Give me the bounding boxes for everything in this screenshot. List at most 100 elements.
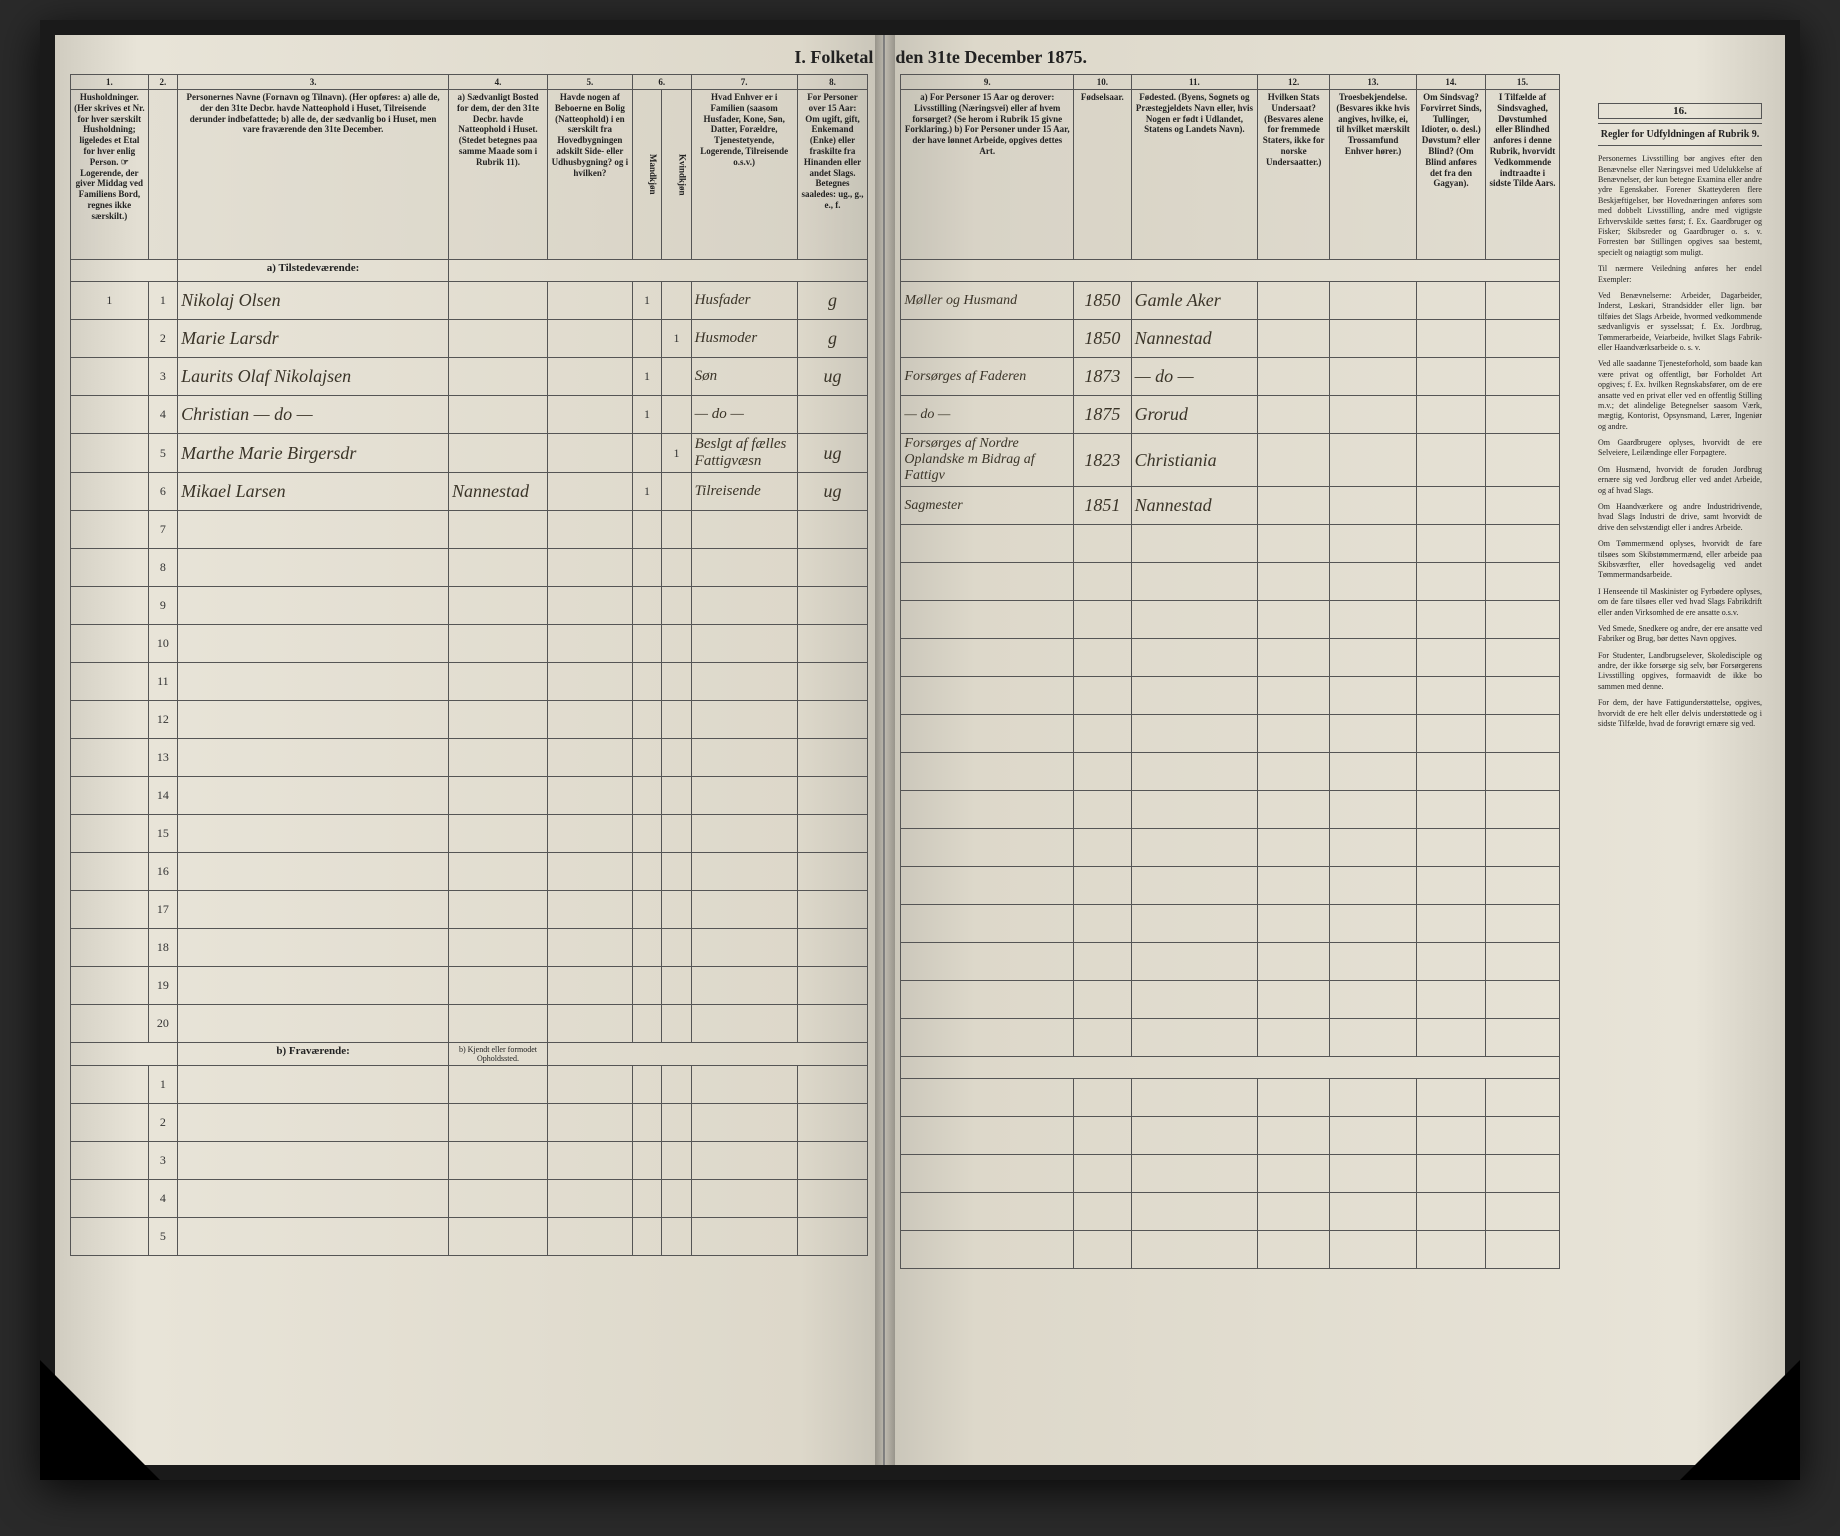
marital: ug	[797, 473, 868, 511]
family-pos: Tilreisende	[691, 473, 797, 511]
col1-num: 1.	[71, 75, 149, 90]
col13-num: 13.	[1330, 75, 1417, 90]
col2-header	[148, 90, 177, 260]
col16-num: 16.	[1598, 103, 1762, 119]
table-row: 15	[71, 815, 868, 853]
marital: ug	[797, 358, 868, 396]
table-row: 18	[71, 929, 868, 967]
table-row: 16	[71, 853, 868, 891]
col9-header: a) For Personer 15 Aar og derover: Livss…	[901, 90, 1074, 260]
col3-num: 3.	[178, 75, 449, 90]
birthplace: Gamle Aker	[1131, 282, 1258, 320]
instructions-title: Regler for Udfyldningen af Rubrik 9.	[1598, 123, 1762, 146]
person-num: 6	[148, 473, 177, 511]
family-pos: Husmoder	[691, 320, 797, 358]
family-pos: — do —	[691, 396, 797, 434]
male: 1	[632, 358, 661, 396]
table-row: 4 Christian — do — 1 — do —	[71, 396, 868, 434]
table-row	[901, 943, 1560, 981]
table-row: 2 Marie Larsdr 1 Husmoder g	[71, 320, 868, 358]
instruction-paragraph: Om Husmænd, hvorvidt de foruden Jordbrug…	[1598, 465, 1762, 496]
table-row	[901, 715, 1560, 753]
table-row	[901, 1155, 1560, 1193]
table-row: 12	[71, 701, 868, 739]
occupation: Forsørges af Nordre Oplandske m Bidrag a…	[901, 434, 1074, 487]
instruction-paragraph: Personernes Livsstilling bør angives eft…	[1598, 154, 1762, 258]
birthplace: — do —	[1131, 358, 1258, 396]
table-row	[901, 1079, 1560, 1117]
absent-label: b) Fraværende:	[178, 1043, 449, 1066]
marital: ug	[797, 434, 868, 473]
col3-header: Personernes Navne (Fornavn og Tilnavn). …	[178, 90, 449, 260]
occupation: — do —	[901, 396, 1074, 434]
col9-num: 9.	[901, 75, 1074, 90]
hh-num	[71, 473, 149, 511]
family-pos: Husfader	[691, 282, 797, 320]
present-section: a) Tilstedeværende:	[71, 260, 868, 282]
table-row: 6 Mikael Larsen Nannestad 1 Tilreisende …	[71, 473, 868, 511]
col-number-row-right: 9. 10. 11. 12. 13. 14. 15.	[901, 75, 1560, 90]
col7-num: 7.	[691, 75, 797, 90]
table-row: 10	[71, 625, 868, 663]
male: 1	[632, 282, 661, 320]
left-table: 1. 2. 3. 4. 5. 6. 7. 8. Husholdninger. (…	[70, 74, 868, 1256]
family-pos: Søn	[691, 358, 797, 396]
table-row: 1	[71, 1066, 868, 1104]
title-left: I. Folketal	[55, 35, 883, 74]
absent-section: b) Fraværende: b) Kjendt eller formodet …	[71, 1043, 868, 1066]
table-row: 5 Marthe Marie Birgersdr 1 Beslgt af fæl…	[71, 434, 868, 473]
table-row: 1 1 Nikolaj Olsen 1 Husfader g	[71, 282, 868, 320]
table-row	[901, 1117, 1560, 1155]
female: 1	[662, 320, 691, 358]
building	[547, 282, 632, 320]
table-row: Møller og Husmand 1850 Gamle Aker	[901, 282, 1560, 320]
table-row: 14	[71, 777, 868, 815]
table-row	[901, 791, 1560, 829]
col5-header: Havde nogen af Beboerne en Bolig (Natteo…	[547, 90, 632, 260]
col15-num: 15.	[1486, 75, 1560, 90]
birth-year: 1823	[1074, 434, 1131, 487]
female: 1	[662, 434, 691, 473]
building	[547, 320, 632, 358]
birth-year: 1875	[1074, 396, 1131, 434]
table-row	[901, 1231, 1560, 1269]
col12-header: Hvilken Stats Undersaat? (Besvares alene…	[1258, 90, 1330, 260]
table-row: Forsørges af Nordre Oplandske m Bidrag a…	[901, 434, 1560, 487]
table-row: 3 Laurits Olaf Nikolajsen 1 Søn ug	[71, 358, 868, 396]
col13-header: Troesbekjendelse. (Besvares ikke hvis an…	[1330, 90, 1417, 260]
birth-year: 1851	[1074, 487, 1131, 525]
col-number-row: 1. 2. 3. 4. 5. 6. 7. 8.	[71, 75, 868, 90]
occupation: Sagmester	[901, 487, 1074, 525]
marital: g	[797, 320, 868, 358]
table-row	[901, 829, 1560, 867]
occupation: Forsørges af Faderen	[901, 358, 1074, 396]
residence	[449, 396, 548, 434]
birthplace: Christiania	[1131, 434, 1258, 487]
residence	[449, 282, 548, 320]
table-row: 19	[71, 967, 868, 1005]
table-row: 3	[71, 1142, 868, 1180]
col5-num: 5.	[547, 75, 632, 90]
col14-header: Om Sindsvag? Forvirret Sinds, Tullinger,…	[1416, 90, 1485, 260]
col7-header: Hvad Enhver er i Familien (saasom Husfad…	[691, 90, 797, 260]
table-row: Forsørges af Faderen 1873 — do —	[901, 358, 1560, 396]
table-row	[901, 677, 1560, 715]
person-num: 4	[148, 396, 177, 434]
table-row	[901, 639, 1560, 677]
male: 1	[632, 473, 661, 511]
male	[632, 434, 661, 473]
header-row: Husholdninger. (Her skrives et Nr. for h…	[71, 90, 868, 260]
occupation	[901, 320, 1074, 358]
person-num: 2	[148, 320, 177, 358]
table-row: Sagmester 1851 Nannestad	[901, 487, 1560, 525]
table-row: 9	[71, 587, 868, 625]
residence	[449, 434, 548, 473]
building	[547, 358, 632, 396]
table-row: 4	[71, 1180, 868, 1218]
col15-header: I Tilfælde af Sindsvaghed, Døvstumhed el…	[1486, 90, 1560, 260]
birth-year: 1850	[1074, 282, 1131, 320]
col14-num: 14.	[1416, 75, 1485, 90]
left-page: I. Folketal 1. 2. 3. 4. 5. 6. 7. 8. Hush…	[55, 35, 885, 1465]
col6b-header: Kvindkjøn	[662, 90, 691, 260]
building	[547, 434, 632, 473]
